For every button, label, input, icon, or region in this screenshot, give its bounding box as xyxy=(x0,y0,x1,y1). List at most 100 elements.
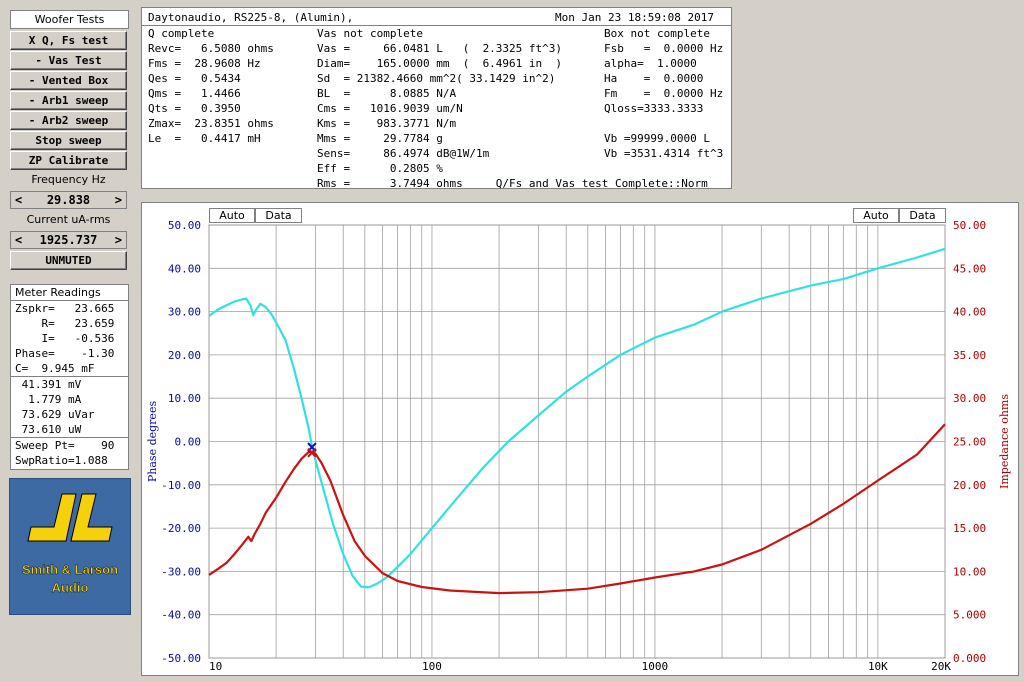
woofer-tests-title: Woofer Tests xyxy=(10,10,129,29)
right-tick-label: 25.00 xyxy=(953,436,986,449)
driver-parameters-panel: Daytonaudio, RS225-8, (Alumin), Mon Jan … xyxy=(141,7,732,191)
vented-box-button[interactable]: - Vented Box xyxy=(10,71,127,90)
right-tick-label: 5.000 xyxy=(953,609,986,622)
right-tick-label: 50.00 xyxy=(953,219,986,232)
frequency-value: 29.838 xyxy=(46,193,91,207)
meter-r: R= 23.659 xyxy=(15,317,115,330)
vas-result-line: Vas = 66.0481 L ( 2.3325 ft^3) xyxy=(317,42,563,55)
logo-line1: Smith & Larson xyxy=(22,562,118,577)
timestamp: Mon Jan 23 18:59:08 2017 xyxy=(555,11,714,24)
vas-result-line: Eff = 0.2805 % xyxy=(317,162,443,175)
vas-result-line: Vas not complete xyxy=(317,27,423,40)
meter-i: I= -0.536 xyxy=(15,332,115,345)
stop-sweep-button[interactable]: Stop sweep xyxy=(10,131,127,150)
q-result-line: Revc= 6.5080 ohms xyxy=(148,42,274,55)
frequency-spinner[interactable]: < 29.838 > xyxy=(10,191,127,209)
q-result-line: Qms = 1.4466 xyxy=(148,87,241,100)
vas-result-line: Diam= 165.0000 mm ( 6.4961 in ) xyxy=(317,57,563,70)
left-tick-label: -20.00 xyxy=(161,522,201,535)
right-data-button[interactable]: Data xyxy=(899,208,946,223)
q-result-line: Qes = 0.5434 xyxy=(148,72,241,85)
meter-zspkr: Zspkr= 23.665 xyxy=(15,302,115,315)
logo-line2: Audio xyxy=(52,580,89,595)
x-tick-label: 10 xyxy=(209,660,222,673)
left-tick-label: -40.00 xyxy=(161,609,201,622)
meter-uw: 73.610 uW xyxy=(15,423,82,436)
q-result-line: Le = 0.4417 mH xyxy=(148,132,261,145)
phase-curve xyxy=(208,247,946,589)
q-result-line: Zmax= 23.8351 ohms xyxy=(148,117,274,130)
right-tick-label: 10.00 xyxy=(953,565,986,578)
current-label: Current uA-rms xyxy=(26,213,111,226)
box-result-line: Fm = 0.0000 Hz xyxy=(604,87,724,100)
left-data-button[interactable]: Data xyxy=(255,208,302,223)
left-tick-label: 20.00 xyxy=(168,349,201,362)
x-tick-label: 1000 xyxy=(642,660,669,673)
impedance-chart-panel: Auto Data Auto Data 50.00 40.00 30.00 20.00… xyxy=(141,202,1019,676)
q-result-line: Fms = 28.9608 Hz xyxy=(148,57,261,70)
left-tick-label: 0.00 xyxy=(175,436,202,449)
arb2-sweep-button[interactable]: - Arb2 sweep xyxy=(10,111,127,130)
box-result-line: Ha = 0.0000 xyxy=(604,72,704,85)
vas-test-button[interactable]: - Vas Test xyxy=(10,51,127,70)
meter-title: Meter Readings xyxy=(15,286,101,299)
left-tick-label: 10.00 xyxy=(168,392,201,405)
frequency-label: Frequency Hz xyxy=(31,173,106,186)
meter-readings-panel: Meter Readings Zspkr= 23.665 R= 23.659 I… xyxy=(10,284,129,470)
smith-larson-logo: Smith & Larson Audio xyxy=(9,478,131,615)
meter-phase: Phase= -1.30 xyxy=(15,347,115,360)
right-tick-label: 20.00 xyxy=(953,479,986,492)
vas-result-line: Kms = 983.3771 N/m xyxy=(317,117,457,130)
mute-toggle-button[interactable]: UNMUTED xyxy=(10,251,127,270)
current-value: 1925.737 xyxy=(39,233,98,247)
q-result-line: Q complete xyxy=(148,27,215,40)
vas-result-line: BL = 8.0885 N/A xyxy=(317,87,457,100)
vas-result-line: Sens= 86.4974 dB@1W/1m xyxy=(317,147,490,160)
left-tick-label: 50.00 xyxy=(168,219,201,232)
meter-sweep-pt: Sweep Pt= 90 xyxy=(15,439,115,452)
driver-name: Daytonaudio, RS225-8, (Alumin), xyxy=(148,11,354,24)
box-result-line xyxy=(604,116,723,131)
arb1-sweep-button[interactable]: - Arb1 sweep xyxy=(10,91,127,110)
left-tick-label: -10.00 xyxy=(161,479,201,492)
left-tick-label: 30.00 xyxy=(168,306,201,319)
current-increase-arrow-icon[interactable]: > xyxy=(114,233,122,247)
right-tick-label: 30.00 xyxy=(953,392,986,405)
current-spinner[interactable]: < 1925.737 > xyxy=(10,231,127,249)
q-result-line: Qts = 0.3950 xyxy=(148,102,241,115)
qfs-test-button[interactable]: X Q, Fs test xyxy=(10,31,127,50)
zp-calibrate-button[interactable]: ZP Calibrate xyxy=(10,151,127,170)
left-auto-button[interactable]: Auto xyxy=(209,208,255,223)
left-axis-title: Phase degrees xyxy=(146,401,159,483)
frequency-decrease-arrow-icon[interactable]: < xyxy=(15,193,23,207)
x-tick-label: 10K xyxy=(868,660,888,673)
x-tick-label: 100 xyxy=(422,660,442,673)
current-decrease-arrow-icon[interactable]: < xyxy=(15,233,23,247)
frequency-increase-arrow-icon[interactable]: > xyxy=(114,193,122,207)
right-axis-title: Impedance ohms xyxy=(998,394,1011,489)
right-tick-label: 45.00 xyxy=(953,262,986,275)
vas-result-line: Sd = 21382.4660 mm^2( 33.1429 in^2) xyxy=(317,72,556,85)
meter-c: C= 9.945 mF xyxy=(15,362,95,375)
box-results-column: Box not complete Fsb = 0.0000 Hz alpha= 1.… xyxy=(604,26,723,161)
vas-result-line: Rms = 3.7494 ohms Q/Fs and Vas test Comp… xyxy=(317,177,708,190)
box-result-line: alpha= 1.0000 xyxy=(604,57,697,70)
smith-larson-logo-icon: Smith & Larson Audio xyxy=(22,493,118,595)
right-tick-label: 35.00 xyxy=(953,349,986,362)
vas-result-line: Mms = 29.7784 g xyxy=(317,132,443,145)
left-tick-label: -30.00 xyxy=(161,565,201,578)
right-auto-button[interactable]: Auto xyxy=(853,208,899,223)
box-result-line: Qloss=3333.3333 xyxy=(604,102,704,115)
q-results-column: Q complete Revc= 6.5080 ohms Fms = 28.9608… xyxy=(148,26,274,146)
vas-result-line: Cms = 1016.9039 um/N xyxy=(317,102,463,115)
right-tick-label: 0.000 xyxy=(953,652,986,665)
meter-uvar: 73.629 uVar xyxy=(15,408,95,421)
impedance-phase-chart[interactable]: 50.00 40.00 30.00 20.00 10.00 0.00 -10.00 -20.0… xyxy=(142,203,1018,675)
x-tick-label: 20K xyxy=(931,660,951,673)
meter-ma: 1.779 mA xyxy=(15,393,82,406)
box-result-line: Vb =3531.4314 ft^3 xyxy=(604,147,724,160)
meter-mv: 41.391 mV xyxy=(15,378,82,391)
vas-results-column: Vas not complete Vas = 66.0481 L ( 2.3325… xyxy=(317,26,708,191)
impedance-curve xyxy=(208,423,946,595)
box-result-line: Vb =99999.0000 L xyxy=(604,132,710,145)
